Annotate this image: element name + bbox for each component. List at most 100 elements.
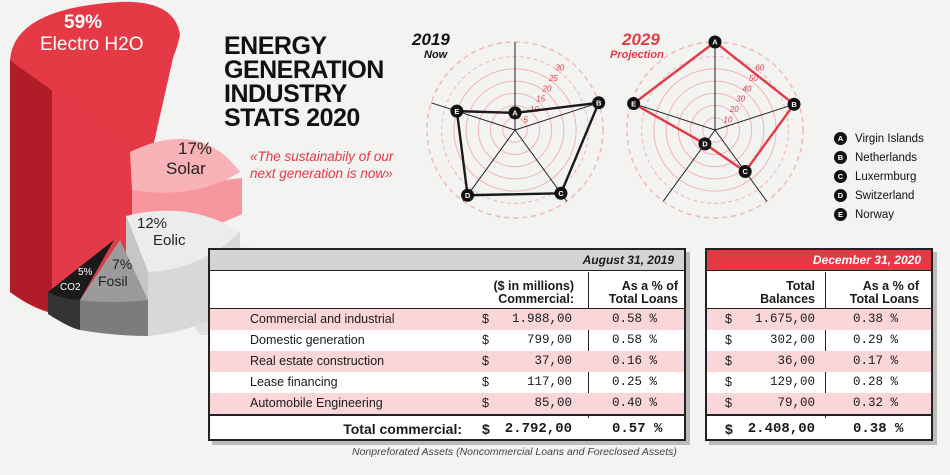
pie-slice-eolic xyxy=(126,210,240,272)
radar-2029-spoke xyxy=(714,129,768,202)
row-amount: 37,00 xyxy=(534,354,572,368)
row-pct: 0.40 % xyxy=(612,396,658,410)
title-line: INDUSTRY xyxy=(224,80,347,108)
radar-2019-point-label: E xyxy=(454,107,459,116)
table-2020-date: December 31, 2020 xyxy=(707,250,931,271)
pie-slice-electro-top xyxy=(12,25,178,161)
table-2020: December 31, 2020 Total Balances As a % … xyxy=(705,248,933,441)
row-label: Real estate construction xyxy=(250,354,385,368)
row-pct: 0.58 % xyxy=(612,312,658,326)
row-currency: $ xyxy=(482,333,489,347)
radar-2019-tick-label: 5 xyxy=(523,116,528,125)
pie-label-eolic: Eolic xyxy=(153,232,186,249)
pie-label-electro: Electro H2O xyxy=(40,35,143,54)
table-2019-col-pct: As a % of Total Loans xyxy=(592,280,678,306)
pie-slice-electro-side-dark xyxy=(10,60,52,312)
row-currency: $ xyxy=(725,312,732,326)
pie-slice-co2-side xyxy=(48,292,80,330)
total-amount: 2.408,00 xyxy=(747,421,815,437)
col-header-line: Total Loans xyxy=(849,292,919,306)
total-pct: 0.57 % xyxy=(612,421,663,437)
row-amount: 799,00 xyxy=(526,333,572,347)
radar-2019-tick-label: 25 xyxy=(548,74,558,83)
row-label: Domestic generation xyxy=(250,333,365,347)
row-label: Commercial and industrial xyxy=(250,312,395,326)
legend-marker: B xyxy=(834,151,847,164)
pie-slice-fosil xyxy=(80,240,148,302)
row-pct: 0.38 % xyxy=(853,312,899,326)
pie-slice-solar xyxy=(130,138,240,193)
radar-2019-point-label: C xyxy=(558,189,564,198)
radar-2029-subtitle: Projection xyxy=(610,49,664,61)
radar-2029-point xyxy=(698,137,712,151)
col-header-line: Total Loans xyxy=(608,292,678,306)
radar-2019-tick-label: 20 xyxy=(542,84,552,93)
radar-2029-point-label: C xyxy=(742,167,748,176)
total-divider xyxy=(707,414,931,416)
radar-2019-point-label: A xyxy=(512,109,518,118)
row-currency: $ xyxy=(482,312,489,326)
total-divider xyxy=(210,414,684,416)
radar-2019-spoke xyxy=(514,102,599,131)
pie-label-electro-text: Electro H2O xyxy=(40,34,144,55)
pie-slice-co2 xyxy=(48,240,114,300)
legend-label: Norway xyxy=(855,208,894,221)
radar-2019-point xyxy=(592,96,606,110)
legend-label: Luxermburg xyxy=(855,170,917,183)
table-row: Commercial and industrial $ 1.988,00 0.5… xyxy=(210,309,684,330)
radar-2029-tick-label: 30 xyxy=(736,95,745,104)
table-2019-date: August 31, 2019 xyxy=(210,250,684,271)
legend-label: Virgin Islands xyxy=(855,132,924,145)
row-currency: $ xyxy=(482,375,489,389)
radar-2029-series-line xyxy=(632,40,796,173)
radar-2029-spoke xyxy=(714,102,799,131)
title-line: ENERGY xyxy=(224,32,327,60)
legend-marker: A xyxy=(834,132,847,145)
radar-2019-spoke xyxy=(462,129,516,202)
total-label: Total commercial: xyxy=(343,421,462,437)
row-pct: 0.28 % xyxy=(853,375,899,389)
col-header-line: Total xyxy=(786,279,815,293)
row-currency: $ xyxy=(482,396,489,410)
table-row: $ 36,00 0.17 % xyxy=(707,351,931,372)
table-row: Real estate construction $ 37,00 0.16 % xyxy=(210,351,684,372)
total-currency: $ xyxy=(725,421,733,437)
row-pct: 0.58 % xyxy=(612,333,658,347)
page-title: ENERGY GENERATION INDUSTRY STATS 2020 xyxy=(224,32,424,131)
radar-2019-subtitle: Now xyxy=(424,49,448,61)
radar-2019-point-label: D xyxy=(465,191,471,200)
radar-2029-title: 2029 xyxy=(622,30,660,49)
pie-slice-fosil-side xyxy=(80,300,148,336)
table-row: $ 302,00 0.29 % xyxy=(707,330,931,351)
table-2019: August 31, 2019 ($ in millions) Commerci… xyxy=(208,248,686,441)
radar-2029-tick-label: 60 xyxy=(755,63,764,72)
radar-2029-spoke xyxy=(631,102,716,131)
row-pct: 0.32 % xyxy=(853,396,899,410)
radar-2029-tick-label: 50 xyxy=(749,74,758,83)
row-amount: 1.675,00 xyxy=(754,312,815,326)
legend-item: E Norway xyxy=(834,205,924,224)
legend-marker: D xyxy=(834,189,847,202)
row-amount: 129,00 xyxy=(769,375,815,389)
pie-label-solar: Solar xyxy=(166,159,206,178)
row-currency: $ xyxy=(725,354,732,368)
radar-2019-spoke xyxy=(431,102,516,131)
pie-label-electro-pct: 59% xyxy=(64,12,103,33)
legend-item: C Luxermburg xyxy=(834,167,924,186)
table-row: Lease financing $ 117,00 0.25 % xyxy=(210,372,684,393)
col-header-line: Balances xyxy=(760,292,815,306)
col-header-line: Commercial: xyxy=(498,292,574,306)
legend-marker: E xyxy=(834,208,847,221)
radar-2029-point-label: A xyxy=(712,38,718,47)
total-currency: $ xyxy=(482,421,490,437)
legend-label: Switzerland xyxy=(855,189,915,202)
row-label: Automobile Engineering xyxy=(250,396,383,410)
pie-label-co2: CO2 xyxy=(60,282,81,293)
row-pct: 0.16 % xyxy=(612,354,658,368)
row-amount: 85,00 xyxy=(534,396,572,410)
table-row: $ 79,00 0.32 % xyxy=(707,393,931,414)
row-label: Lease financing xyxy=(250,375,338,389)
table-row: $ 1.675,00 0.38 % xyxy=(707,309,931,330)
pie-label-fosil: Fosil xyxy=(98,273,128,289)
